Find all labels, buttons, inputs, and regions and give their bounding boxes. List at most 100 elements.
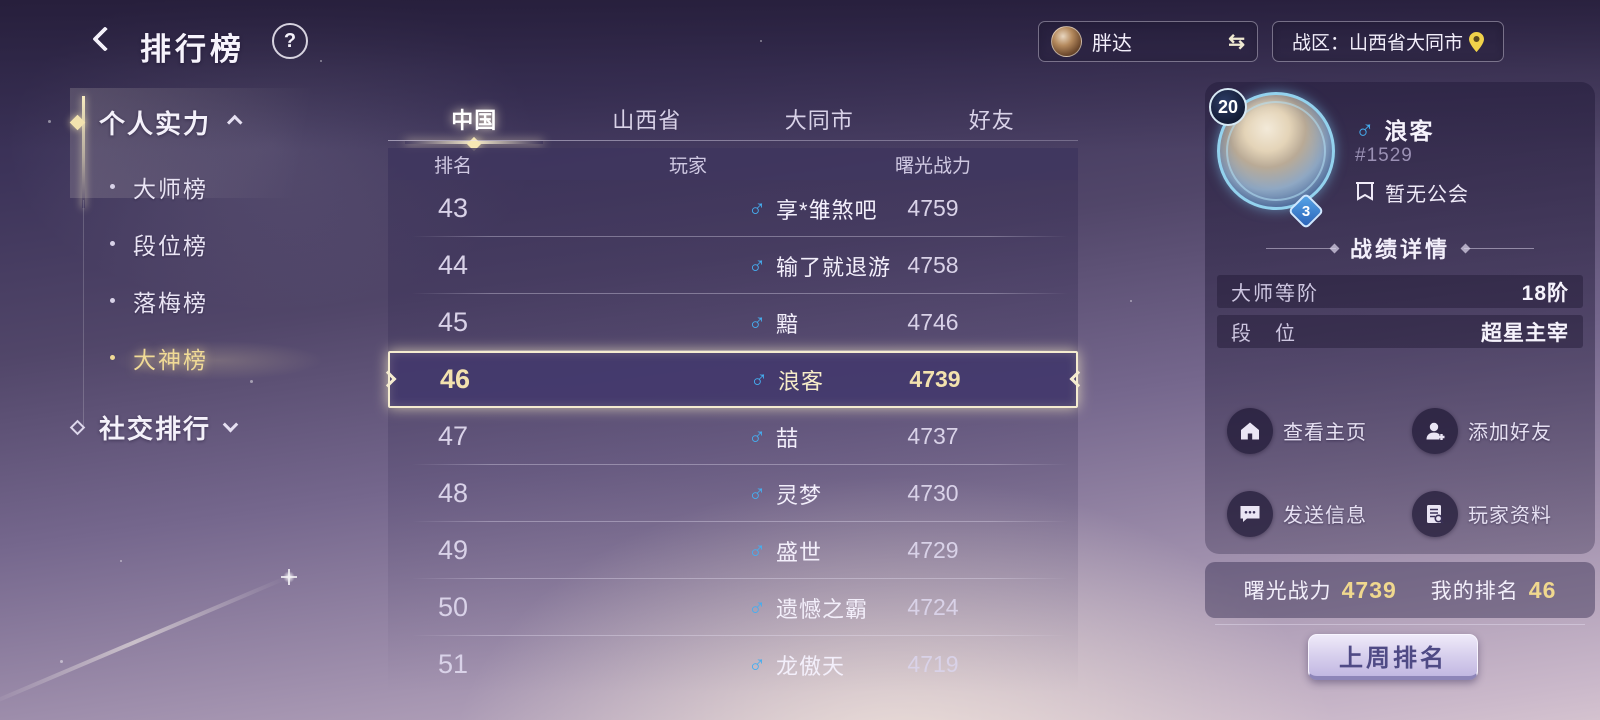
power-cell: 4719 [907, 651, 959, 677]
switch-player-icon: ⇆ [1228, 31, 1245, 53]
selection-chevron-left-icon [1069, 370, 1087, 387]
power-cell: 4759 [907, 195, 959, 221]
avatar-ring [1226, 101, 1326, 201]
power-value: 4739 [1341, 576, 1397, 603]
action-label: 查看主页 [1283, 422, 1367, 444]
table-row[interactable]: 46 ♂ 浪客 4739 [379, 351, 1087, 408]
player-cell: ♂ 龙傲天 [518, 649, 858, 681]
stat-label: 段 位 [1231, 323, 1297, 345]
power-cell: 4758 [907, 252, 959, 278]
tab-2[interactable]: 大同市 [733, 96, 906, 142]
player-cell: ♂ 灵梦 [518, 478, 858, 510]
player-name: 输了就退游 [776, 254, 892, 280]
diamond-outline-icon [69, 419, 86, 435]
sidebar-item-label: 段位榜 [133, 232, 208, 259]
tab-label: 中国 [451, 108, 498, 133]
power-cell: 4737 [907, 423, 959, 449]
divider-line [1464, 247, 1534, 249]
tab-0[interactable]: 中国 [388, 96, 561, 144]
player-switcher[interactable]: 胖达 ⇆ [1038, 21, 1258, 62]
player-name: 浪客 [778, 368, 825, 394]
table-row[interactable]: 49 ♂ 盛世 4729 [388, 522, 1078, 579]
stat-master-tier: 大师等阶 18阶 [1217, 275, 1583, 308]
tab-label: 山西省 [612, 108, 682, 133]
action-label: 添加好友 [1468, 422, 1552, 444]
sidebar-item-2[interactable]: 落梅榜 [110, 272, 350, 329]
rank-cell: 50 [437, 592, 469, 622]
warzone-selector[interactable]: 战区：山西省大同市 [1272, 21, 1504, 62]
ranking-board: 排名 玩家 曙光战力 43 ♂ 享*雏煞吧 4759 44 ♂ 输了就退游 4758 45 ♂ 黯 4… [379, 148, 1087, 694]
back-button[interactable] [86, 24, 122, 60]
male-icon: ♂ [748, 251, 766, 279]
tab-label: 大同市 [784, 108, 854, 133]
sidebar-group-personal-power[interactable]: 个人实力 [69, 100, 243, 144]
male-icon: ♂ [748, 593, 766, 621]
table-header: 排名 玩家 曙光战力 [388, 148, 1078, 180]
divider-line [1265, 247, 1336, 249]
action-button-1[interactable]: 添加好友 [1400, 402, 1585, 459]
sidebar-group-social-ranking[interactable]: 社交排行 [69, 405, 239, 449]
male-icon: ♂ [748, 650, 766, 678]
table-row[interactable]: 44 ♂ 输了就退游 4758 [388, 237, 1078, 294]
rank-cell: 47 [437, 421, 469, 451]
guild-banner-icon [1356, 181, 1374, 201]
rank-cell: 49 [437, 535, 469, 565]
table-row[interactable]: 47 ♂ 喆 4737 [388, 408, 1078, 465]
profile-avatar[interactable] [1217, 92, 1335, 210]
my-rank-value: 46 [1528, 576, 1557, 603]
level-badge: 20 [1209, 88, 1247, 126]
tab-3[interactable]: 好友 [906, 96, 1079, 142]
male-icon: ♂ [748, 536, 766, 564]
action-button-2[interactable]: 发送信息 [1215, 485, 1400, 542]
male-icon: ♂ [748, 422, 766, 450]
light-streak [0, 575, 288, 709]
action-button-0[interactable]: 查看主页 [1215, 402, 1400, 459]
last-week-rank-button[interactable]: 上周排名 [1308, 634, 1478, 680]
bullet-dot-icon [110, 298, 115, 303]
bullet-dot-icon [110, 241, 115, 246]
my-rank-summary: 曙光战力 4739 我的排名 46 [1205, 562, 1595, 618]
help-button[interactable]: ? [272, 23, 308, 59]
rank-cell: 48 [437, 478, 469, 508]
player-name: 享*雏煞吧 [776, 197, 878, 223]
chevron-down-icon [222, 416, 239, 432]
table-row[interactable]: 48 ♂ 灵梦 4730 [388, 465, 1078, 522]
sidebar-item-1[interactable]: 段位榜 [110, 215, 350, 272]
sidebar-item-3[interactable]: 大神榜 [110, 329, 350, 386]
player-name: 灵梦 [776, 482, 823, 508]
action-button-3[interactable]: 玩家资料 [1400, 485, 1585, 542]
help-icon: ? [283, 29, 297, 52]
rank-cell: 43 [437, 193, 469, 223]
male-icon: ♂ [748, 194, 766, 222]
warzone-label: 战区：山西省大同市 [1291, 33, 1463, 54]
summary-divider [1215, 624, 1585, 625]
section-divider: 战绩详情 [1205, 232, 1595, 264]
table-row[interactable]: 43 ♂ 享*雏煞吧 4759 [388, 180, 1078, 237]
profile-doc-icon [1412, 490, 1458, 537]
power-cell: 4729 [907, 537, 959, 563]
rank-cell: 44 [437, 250, 469, 280]
sidebar-item-label: 落梅榜 [133, 289, 208, 316]
male-icon: ♂ [750, 365, 768, 393]
player-name: 黯 [776, 311, 800, 337]
sidebar-group-label: 个人实力 [99, 108, 212, 139]
player-name: 龙傲天 [776, 653, 846, 679]
my-rank-label: 我的排名 [1430, 580, 1519, 603]
sidebar-accent-line [82, 96, 85, 208]
table-row[interactable]: 50 ♂ 遗憾之霸 4724 [388, 579, 1078, 636]
tab-1[interactable]: 山西省 [561, 96, 734, 142]
player-cell: ♂ 浪客 [520, 364, 860, 396]
table-row[interactable]: 51 ♂ 龙傲天 4719 [388, 636, 1078, 693]
stat-value: 18阶 [1521, 281, 1569, 305]
action-label: 玩家资料 [1468, 505, 1552, 527]
sidebar-group-label: 社交排行 [99, 413, 212, 444]
stat-division: 段 位 超星主宰 [1217, 315, 1583, 348]
table-row[interactable]: 45 ♂ 黯 4746 [388, 294, 1078, 351]
player-cell: ♂ 黯 [518, 307, 858, 339]
sidebar-item-0[interactable]: 大师榜 [110, 158, 350, 215]
player-avatar-small [1051, 26, 1082, 57]
column-player: 玩家 [668, 155, 707, 177]
section-title: 战绩详情 [1349, 237, 1450, 262]
chevron-up-icon [226, 114, 243, 130]
